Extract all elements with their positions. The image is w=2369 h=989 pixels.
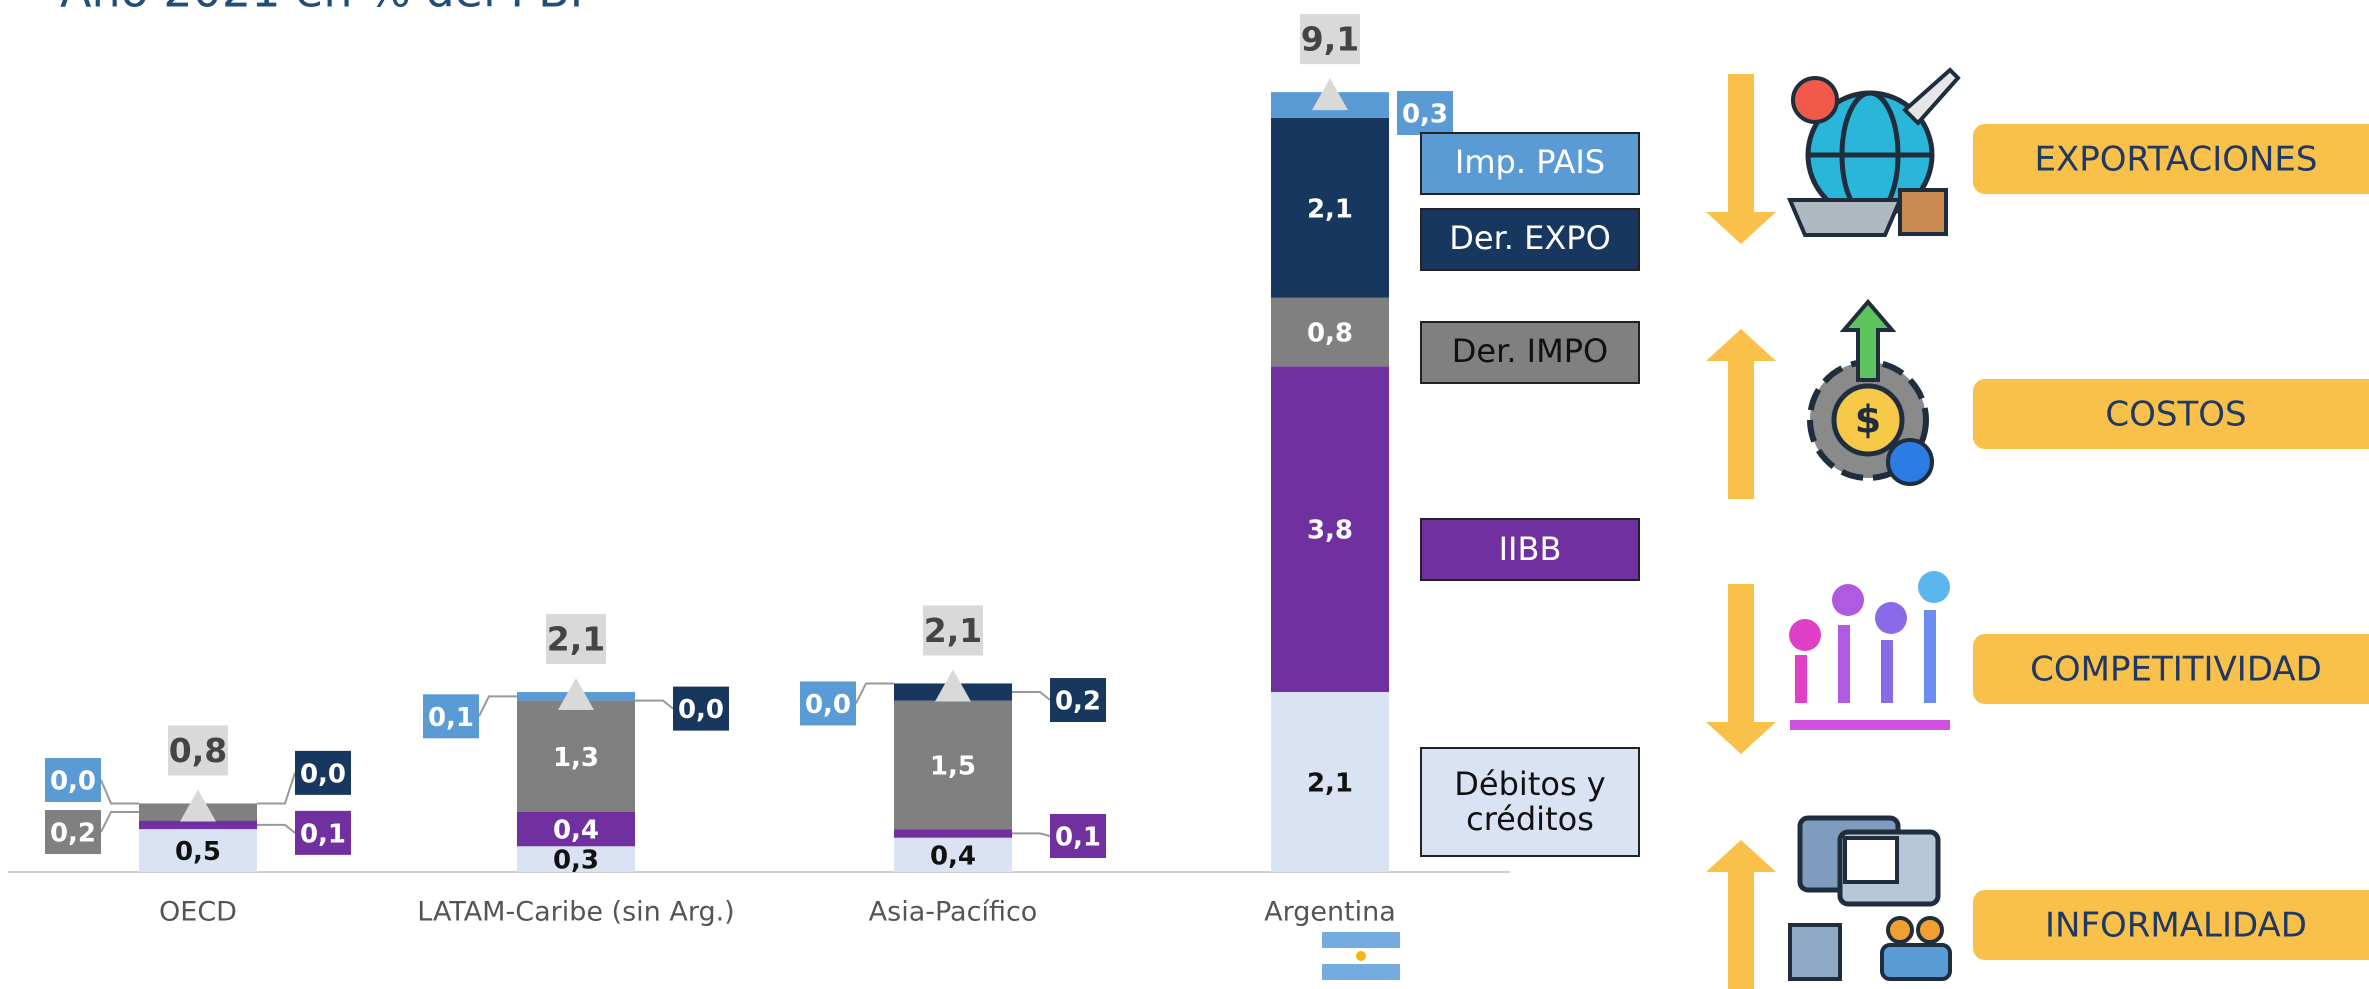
bar-segment <box>1271 366 1389 693</box>
icon-globe <box>1786 67 1961 237</box>
legend-label: IIBB <box>1420 517 1640 581</box>
bar-segment <box>894 829 1012 838</box>
label-box <box>1050 678 1106 723</box>
x-tick-label: Asia-Pacífico <box>869 897 1038 928</box>
label-box <box>673 686 729 731</box>
impact-label: EXPORTACIONES <box>2034 140 2317 180</box>
data-label: 0,2 <box>50 819 96 849</box>
impact-arrow <box>1706 329 1776 499</box>
data-label: 0,0 <box>50 767 96 797</box>
total-box <box>923 605 983 656</box>
label-box <box>423 694 479 739</box>
data-label: 0,0 <box>805 690 851 720</box>
callout-line <box>257 823 296 834</box>
legend-item: Der. IMPO <box>1420 320 1640 384</box>
total-marker <box>558 678 594 711</box>
x-tick-label: Argentina <box>1264 897 1396 928</box>
legend-label: Der. IMPO <box>1420 320 1640 384</box>
data-label: 0,1 <box>1055 823 1101 853</box>
data-label: 2,1 <box>1307 194 1353 224</box>
label-box <box>1050 814 1106 858</box>
total-label: 2,1 <box>924 611 982 650</box>
legend-item: Imp. PAIS <box>1420 131 1640 195</box>
x-tick-label: LATAM-Caribe (sin Arg.) <box>417 897 734 928</box>
callout-line <box>1012 691 1051 701</box>
chart-title: Año 2021 en % del PBI <box>60 0 583 18</box>
bar-segment <box>517 700 635 813</box>
callout-line <box>257 772 296 805</box>
label-box <box>1397 90 1453 135</box>
data-label: 0,0 <box>300 759 346 789</box>
impact-label: COSTOS <box>2105 395 2246 435</box>
total-box <box>168 725 228 776</box>
total-box <box>546 614 606 665</box>
legend-label: Imp. PAIS <box>1420 131 1640 195</box>
x-tick-label: OECD <box>159 897 237 928</box>
data-label: 0,8 <box>1307 319 1353 349</box>
icon-gear: $ <box>1807 298 1934 486</box>
impact-label: INFORMALIDAD <box>2045 906 2307 946</box>
data-label: 0,3 <box>553 846 599 876</box>
data-label: 0,4 <box>930 841 976 871</box>
total-box <box>1300 14 1360 65</box>
callout-line <box>1012 832 1051 837</box>
callout-line <box>478 695 517 717</box>
icon-exchange <box>1788 815 1952 981</box>
data-label: 0,4 <box>553 816 599 846</box>
callout-line <box>100 779 139 805</box>
bar-segment <box>1271 692 1389 872</box>
total-marker <box>1312 78 1348 111</box>
label-box <box>800 681 856 726</box>
callout-line <box>100 811 139 833</box>
legend-item: IIBB <box>1420 517 1640 581</box>
total-marker <box>180 789 216 822</box>
icon-bars <box>1789 571 1950 730</box>
impact-box <box>1973 890 2369 960</box>
data-label: 3,8 <box>1307 516 1353 546</box>
data-label: 0,5 <box>175 837 221 867</box>
bar-segment <box>139 820 257 830</box>
impact-label: COMPETITIVIDAD <box>2030 650 2322 690</box>
label-box <box>45 810 101 855</box>
total-label: 9,1 <box>1301 20 1359 59</box>
label-box <box>295 810 351 855</box>
total-label: 2,1 <box>547 620 605 659</box>
impact-arrow <box>1706 584 1776 754</box>
bar-segment <box>894 700 1012 830</box>
legend-item: Débitos y créditos <box>1420 747 1640 857</box>
total-label: 0,8 <box>169 731 227 770</box>
total-marker <box>935 669 971 702</box>
data-label: 0,2 <box>1055 687 1101 717</box>
bar-segment <box>517 812 635 847</box>
svg-text:$: $ <box>1855 398 1881 442</box>
label-box <box>295 750 351 795</box>
legend-label: Débitos y créditos <box>1420 747 1640 857</box>
impact-box <box>1973 124 2369 194</box>
impact-box <box>1973 634 2369 704</box>
impact-arrow <box>1706 74 1776 244</box>
bar-segment <box>1271 117 1389 298</box>
bar-segment <box>1271 297 1389 367</box>
legend-label: Der. EXPO <box>1420 207 1640 271</box>
data-label: 1,3 <box>553 743 599 773</box>
data-label: 2,1 <box>1307 769 1353 799</box>
legend-item: Der. EXPO <box>1420 207 1640 271</box>
data-label: 0,0 <box>678 695 724 725</box>
bar-segment <box>517 846 635 872</box>
impact-arrow <box>1706 840 1776 989</box>
flag <box>1322 932 1400 980</box>
bar-segment <box>894 837 1012 872</box>
callout-line <box>635 699 674 710</box>
callout-line <box>855 682 894 704</box>
data-label: 0,1 <box>428 703 474 733</box>
data-label: 0,1 <box>300 819 346 849</box>
bar-segment <box>139 829 257 872</box>
impact-box <box>1973 379 2369 449</box>
data-label: 0,3 <box>1402 99 1448 129</box>
label-box <box>45 758 101 803</box>
data-label: 1,5 <box>930 751 976 781</box>
